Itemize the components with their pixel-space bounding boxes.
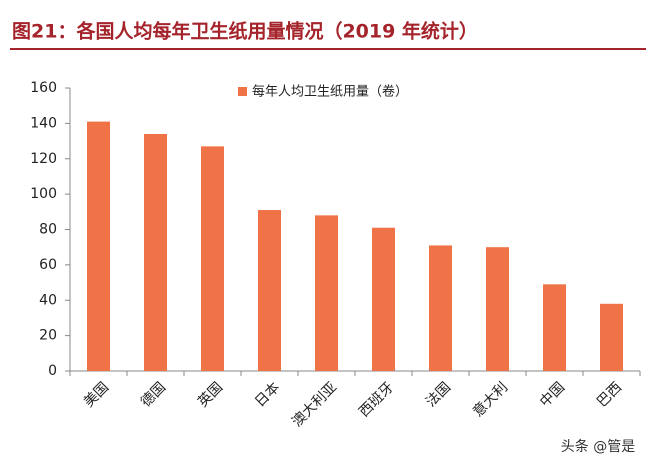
bar bbox=[87, 121, 110, 371]
x-tick-label: 巴西 bbox=[594, 379, 625, 410]
bar bbox=[600, 303, 623, 371]
legend-swatch bbox=[238, 87, 247, 96]
x-tick-label: 中国 bbox=[537, 379, 568, 410]
y-tick-label: 80 bbox=[39, 222, 57, 238]
bar bbox=[543, 284, 566, 371]
x-tick-label: 西班牙 bbox=[356, 379, 397, 420]
watermark: 头条 @管是 bbox=[561, 438, 635, 455]
bar bbox=[201, 146, 224, 371]
y-tick-label: 60 bbox=[39, 257, 57, 273]
y-tick-label: 40 bbox=[39, 292, 57, 308]
x-tick-label: 德国 bbox=[138, 379, 169, 410]
bar bbox=[258, 210, 281, 371]
x-tick-label: 澳大利亚 bbox=[289, 379, 340, 430]
y-tick-label: 100 bbox=[30, 186, 57, 202]
legend-label: 每年人均卫生纸用量（卷） bbox=[252, 84, 408, 100]
y-tick-label: 120 bbox=[30, 151, 57, 167]
bar bbox=[315, 215, 338, 371]
y-tick-label: 140 bbox=[30, 115, 57, 131]
chart-title: 图21：各国人均每年卫生纸用量情况（2019 年统计） bbox=[12, 20, 478, 43]
bar bbox=[429, 245, 452, 371]
x-tick-label: 英国 bbox=[194, 379, 226, 411]
x-tick-label: 美国 bbox=[81, 379, 112, 410]
y-tick-label: 160 bbox=[30, 80, 57, 96]
bar bbox=[486, 247, 509, 371]
x-tick-label: 日本 bbox=[252, 379, 283, 410]
y-tick-label: 20 bbox=[39, 328, 57, 344]
x-tick-label: 意大利 bbox=[469, 379, 511, 421]
bar bbox=[372, 227, 395, 371]
y-tick-label: 0 bbox=[48, 363, 57, 379]
bar bbox=[144, 133, 167, 371]
x-tick-label: 法国 bbox=[423, 379, 454, 410]
